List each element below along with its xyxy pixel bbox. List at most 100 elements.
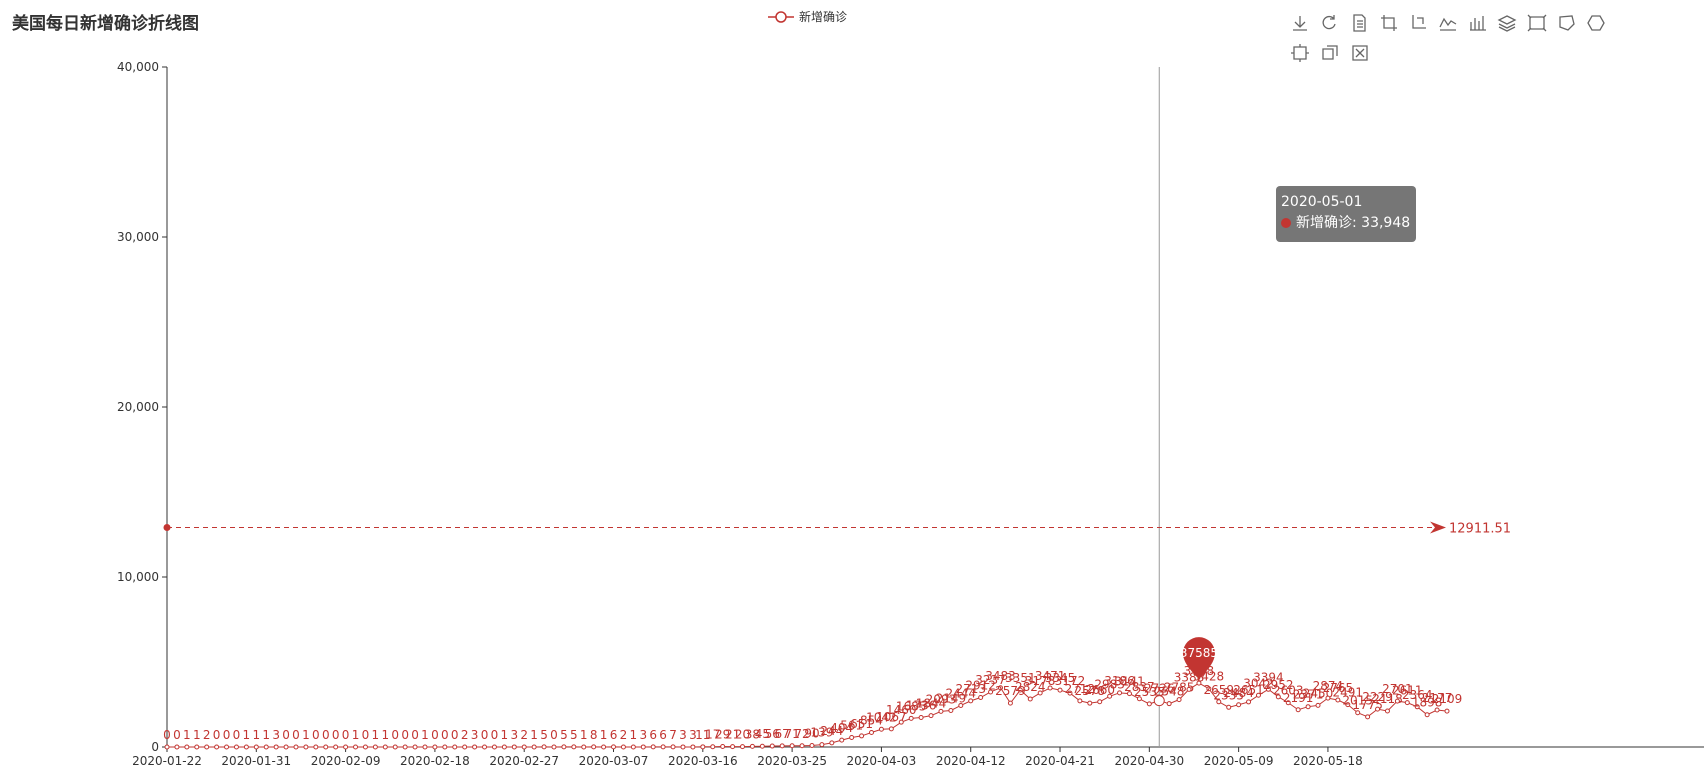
data-label: 2229: [1362, 690, 1393, 704]
y-tick-label: 0: [151, 740, 159, 754]
data-label: 2093: [926, 692, 957, 706]
data-label: 1898: [1412, 696, 1443, 710]
data-point: [283, 744, 289, 750]
legend-item[interactable]: 新增确诊: [768, 8, 847, 25]
refresh-button[interactable]: [1318, 12, 1342, 34]
bar-chart-button[interactable]: [1466, 12, 1490, 34]
rect-select-button[interactable]: [1525, 12, 1549, 34]
data-point: [204, 744, 210, 750]
data-point: [1394, 698, 1400, 704]
rect-select-icon: [1527, 14, 1547, 32]
data-point: [749, 743, 755, 749]
data-point: [1107, 693, 1113, 699]
line-chart-button[interactable]: [1436, 12, 1460, 34]
data-label: 5: [560, 728, 568, 742]
stack-button[interactable]: [1495, 12, 1519, 34]
data-point: [194, 744, 200, 750]
data-label: 2149: [936, 691, 967, 705]
x-tick-label: 2020-04-12: [936, 754, 1006, 768]
data-label: 1: [183, 728, 191, 742]
tooltip: 2020-05-01 新增确诊: 33,948: [1276, 186, 1417, 242]
y-tick-label: 30,000: [117, 230, 159, 244]
data-point: [819, 742, 825, 748]
data-point: [690, 744, 696, 750]
data-label: 139: [810, 726, 833, 740]
data-label: 3394: [1253, 670, 1284, 684]
data-point: [1087, 700, 1093, 706]
data-point: [174, 744, 180, 750]
data-label: 0: [362, 728, 370, 742]
data-label: 2651: [1233, 683, 1264, 697]
data-label: 6: [610, 728, 618, 742]
brush-clear-icon: [1322, 45, 1338, 60]
data-label: 67: [775, 727, 790, 741]
data-point: [601, 744, 607, 750]
x-tick-label: 2020-03-16: [668, 754, 738, 768]
data-label: 45: [755, 727, 770, 741]
data-label: 2603: [1273, 684, 1304, 698]
data-label: 0: [411, 728, 419, 742]
data-point: [958, 702, 964, 708]
data-point: [1355, 710, 1361, 716]
zoom-back-button[interactable]: [1407, 12, 1431, 34]
data-view-button[interactable]: [1347, 12, 1371, 34]
clear-button[interactable]: [1348, 42, 1372, 64]
data-point: [700, 744, 706, 750]
data-label: 3: [689, 728, 697, 742]
x-tick-label: 2020-04-30: [1114, 754, 1184, 768]
data-label: 20: [735, 728, 750, 742]
data-point: [432, 744, 438, 750]
average-line-arrow: [1430, 521, 1446, 534]
lasso-keep-button[interactable]: [1584, 12, 1608, 34]
data-point: [591, 744, 597, 750]
brush-button[interactable]: [1288, 42, 1312, 64]
data-point: [561, 744, 567, 750]
data-point: [303, 744, 309, 750]
data-label: 2444: [946, 686, 977, 700]
data-label: 1: [580, 728, 588, 742]
data-point: [224, 744, 230, 750]
data-point: [313, 744, 319, 750]
data-point: [948, 707, 954, 713]
zoom-button[interactable]: [1377, 12, 1401, 34]
data-label: 0: [292, 728, 300, 742]
line-chart-icon: [1439, 17, 1457, 31]
data-point: [343, 744, 349, 750]
data-label: 244: [820, 724, 843, 738]
data-point: [472, 744, 478, 750]
data-point: [878, 726, 884, 732]
data-point: [898, 719, 904, 725]
data-point: [452, 744, 458, 750]
data-label: 0: [282, 728, 290, 742]
data-label: 1: [421, 728, 429, 742]
data-point: [1295, 707, 1301, 713]
chart-toolbox: [1288, 12, 1608, 72]
data-point: [442, 744, 448, 750]
data-label: 2015: [1342, 694, 1373, 708]
data-point: [1007, 700, 1013, 706]
download-button[interactable]: [1288, 12, 1312, 34]
data-label: 3471: [1035, 669, 1066, 683]
data-point: [809, 742, 815, 748]
polygon-select-button[interactable]: [1555, 12, 1579, 34]
data-label: 3: [471, 728, 479, 742]
data-label: 2371: [1293, 688, 1324, 702]
data-label: 2484: [1223, 686, 1254, 700]
data-point: [978, 694, 984, 700]
data-label: 5: [540, 728, 548, 742]
y-tick-label: 10,000: [117, 570, 159, 584]
data-label: 1: [302, 728, 310, 742]
max-marker-pin: [1182, 637, 1215, 680]
data-label: 38: [745, 727, 760, 741]
data-point: [1117, 690, 1123, 696]
brush-clear-button[interactable]: [1318, 42, 1342, 64]
data-label: 2659: [1204, 683, 1235, 697]
data-label: 561: [840, 718, 863, 732]
data-point: [1126, 691, 1132, 697]
x-tick-label: 2020-03-07: [579, 754, 649, 768]
toolbox-row-1: [1288, 12, 1608, 34]
zoom-icon: [1380, 15, 1397, 31]
data-point: [928, 713, 934, 719]
data-point: [571, 744, 577, 750]
